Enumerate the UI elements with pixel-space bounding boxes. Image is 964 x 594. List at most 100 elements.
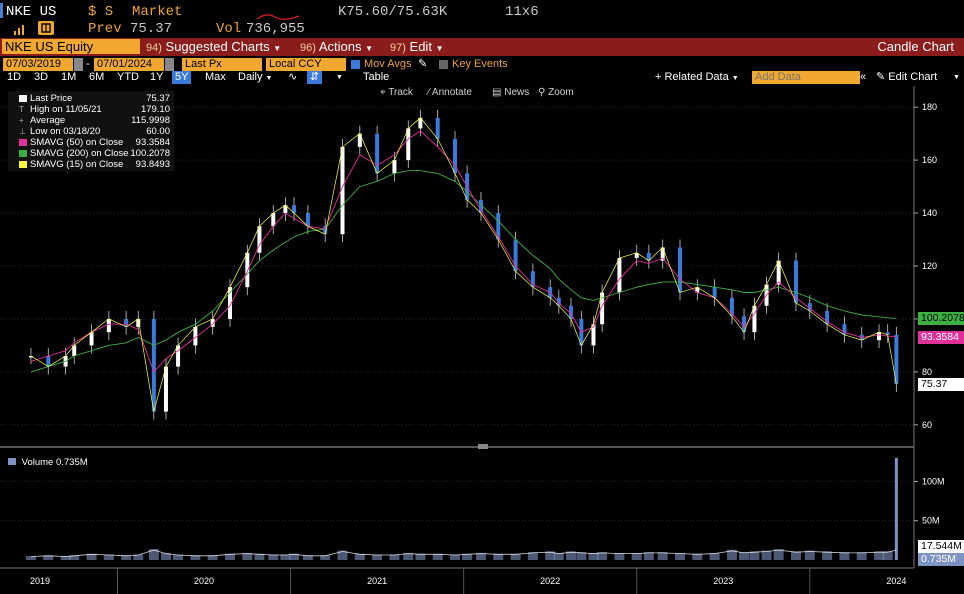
price-candle: [323, 226, 328, 235]
chevron-down-icon: ▼: [265, 75, 273, 82]
pencil-icon: ✎: [876, 71, 886, 83]
x-tick-label: 2021: [367, 576, 387, 586]
volume-bar: [190, 555, 201, 560]
edit-chart-label: Edit Chart: [888, 71, 938, 83]
period-1y[interactable]: 1Y: [150, 71, 164, 83]
chart-style-icon[interactable]: ⇵: [307, 71, 322, 84]
period-5y[interactable]: 5Y: [172, 71, 192, 84]
period-6m[interactable]: 6M: [89, 71, 105, 83]
volume-bar: [462, 553, 473, 560]
volume-bar: [894, 457, 898, 560]
mov-avgs-checkbox[interactable]: [351, 60, 360, 69]
last-price-tag: 75.37: [918, 378, 964, 392]
volume-bar: [643, 552, 654, 560]
key-events-label[interactable]: Key Events: [452, 58, 508, 70]
currency-mark: $ S: [88, 4, 114, 20]
volume-bar: [160, 552, 171, 560]
market-label: Market: [132, 4, 183, 20]
suggested-charts-menu[interactable]: 94) Suggested Charts ▼: [146, 39, 281, 54]
period-max[interactable]: Max: [205, 71, 226, 83]
actions-menu[interactable]: 96) Actions ▼: [300, 39, 373, 54]
volume-bar: [527, 552, 538, 560]
related-data-label: + Related Data: [655, 71, 729, 83]
price-candle: [568, 305, 573, 319]
key-events-checkbox[interactable]: [439, 60, 448, 69]
start-date-field[interactable]: 07/03/2019: [3, 58, 73, 71]
volume-bar: [493, 553, 504, 560]
volume-legend-label: Volume 0.735M: [21, 457, 88, 468]
field-select[interactable]: Last Px: [182, 58, 262, 71]
price-candle: [136, 318, 141, 327]
security-field[interactable]: NKE US Equity: [2, 39, 140, 54]
volume-bar: [121, 555, 132, 560]
period-ytd[interactable]: YTD: [117, 71, 139, 83]
table-button[interactable]: Table: [363, 71, 390, 83]
related-data-button[interactable]: + Related Data ▼: [655, 71, 739, 84]
price-tick-label: 120: [922, 261, 937, 271]
volume-bar: [874, 551, 885, 560]
pencil-icon[interactable]: ✎: [418, 58, 428, 70]
end-date-field[interactable]: 07/01/2024: [94, 58, 164, 71]
volume-bar: [749, 551, 760, 560]
price-candle: [406, 128, 411, 161]
exchange-icon[interactable]: [38, 21, 54, 35]
x-tick-label: 2022: [540, 576, 560, 586]
legend-label: SMAVG (200) on Close: [30, 148, 129, 159]
volume-bar: [103, 554, 114, 560]
price-candle: [283, 205, 288, 214]
price-candle: [89, 332, 94, 346]
price-candle: [556, 297, 561, 306]
legend-swatch: [19, 139, 27, 146]
edit-menu[interactable]: 97) Edit ▼: [390, 39, 443, 54]
price-tick-label: 180: [922, 102, 937, 112]
volume-bar: [565, 551, 576, 560]
edit-chart-button[interactable]: ✎ Edit Chart: [876, 71, 937, 84]
ticker-symbol[interactable]: NKE US: [6, 4, 57, 20]
volume-bar: [69, 555, 80, 560]
calendar-icon[interactable]: [165, 58, 174, 71]
mov-avgs-label[interactable]: Mov Avgs: [364, 58, 412, 70]
volume-ma-tag: 17.544M: [918, 540, 964, 553]
period-3d[interactable]: 3D: [34, 71, 49, 83]
suggested-charts-number: 94): [146, 42, 162, 54]
volume-bar: [450, 554, 460, 560]
volume-bar: [726, 549, 737, 560]
chevron-down-icon: ▼: [273, 44, 282, 53]
volume-bar: [133, 554, 144, 560]
annotate-tool[interactable]: ⁄ Annotate: [428, 86, 472, 99]
legend-value: 100.2078: [130, 148, 170, 159]
line-chart-icon[interactable]: ∿: [288, 71, 298, 83]
volume-bar: [337, 550, 348, 560]
price-candle: [193, 326, 198, 346]
add-data-input[interactable]: [752, 71, 860, 84]
volume-bar: [657, 552, 668, 560]
legend-value: 93.8493: [135, 159, 170, 170]
volume-tick-label: 50M: [922, 516, 940, 526]
volume-bar: [432, 553, 443, 560]
volume-bar: [280, 554, 291, 560]
period-1d[interactable]: 1D: [7, 71, 22, 83]
sma200-tag: 100.2078: [918, 312, 964, 326]
currency-select[interactable]: Local CCY: [266, 58, 346, 71]
chevron-down-icon[interactable]: ▼: [953, 74, 960, 81]
volume-tick-label: 100M: [922, 476, 945, 486]
price-candle: [600, 292, 605, 325]
price-candle: [228, 287, 232, 319]
collapse-icon[interactable]: «: [860, 71, 867, 83]
period-1m[interactable]: 1M: [61, 71, 77, 83]
price-candle: [496, 213, 501, 240]
price-candle: [712, 287, 717, 298]
price-candle: [877, 332, 882, 341]
chevron-down-icon: ▼: [365, 44, 373, 53]
price-candle: [885, 332, 890, 335]
track-tool[interactable]: ⌖ Track: [380, 86, 413, 99]
zoom-tool[interactable]: ⚲ Zoom: [538, 86, 574, 99]
calendar-icon[interactable]: [74, 58, 83, 71]
volume-bar: [60, 556, 71, 560]
chevron-down-icon[interactable]: ▼: [336, 74, 343, 81]
frequency-select[interactable]: Daily ▼: [238, 71, 272, 84]
sma15-line: [30, 117, 897, 412]
news-tool[interactable]: ▤ News: [492, 86, 529, 99]
volume-bar: [822, 551, 833, 560]
